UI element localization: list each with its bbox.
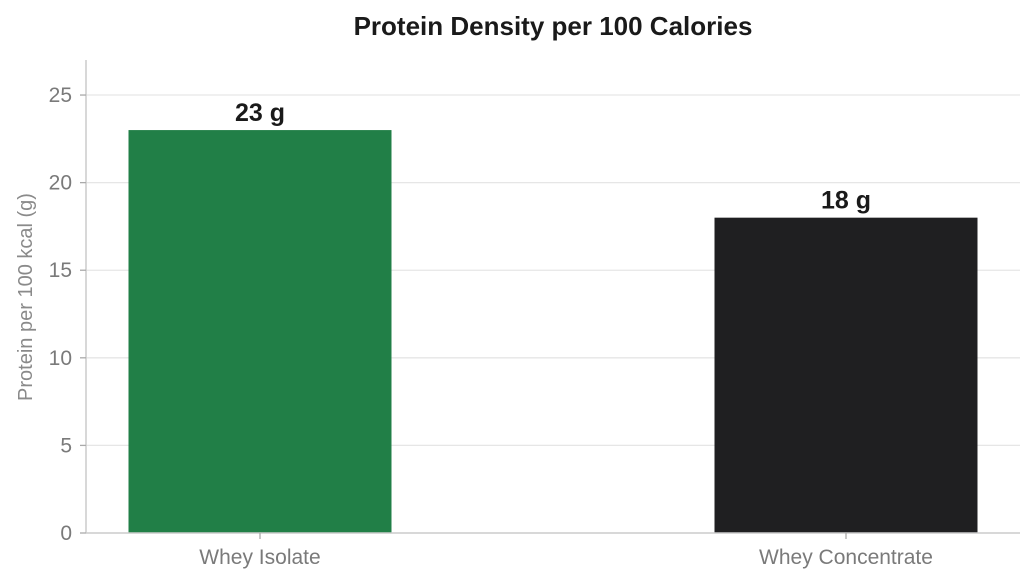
bar-whey-isolate (128, 130, 392, 533)
y-tick-label: 0 (60, 522, 72, 545)
x-tick-label: Whey Isolate (199, 546, 320, 569)
y-ticks: 0 5 10 15 20 25 (49, 84, 86, 545)
y-tick-label: 15 (49, 259, 72, 282)
bar-whey-concentrate (714, 217, 978, 533)
bars (128, 130, 978, 533)
y-tick-label: 10 (49, 347, 72, 370)
axes (85, 60, 1020, 534)
y-axis-label: Protein per 100 kcal (g) (15, 193, 37, 401)
chart-title: Protein Density per 100 Calories (354, 11, 753, 41)
y-tick-label: 20 (49, 172, 72, 195)
value-labels: 23 g 18 g (235, 99, 871, 215)
bar-value-label: 23 g (235, 99, 285, 127)
x-ticks: Whey Isolate Whey Concentrate (199, 533, 933, 569)
bar-value-label: 18 g (821, 187, 871, 215)
x-tick-label: Whey Concentrate (759, 546, 933, 569)
y-tick-label: 25 (49, 84, 72, 107)
y-tick-label: 5 (60, 434, 72, 457)
